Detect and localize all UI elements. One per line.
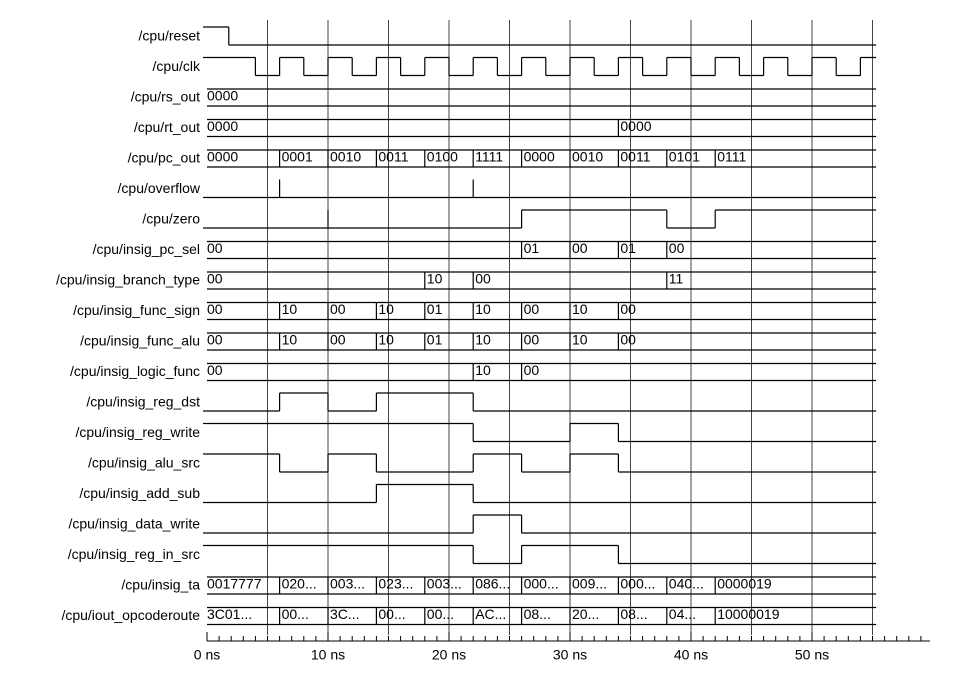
bus-value: 08... — [524, 606, 551, 622]
bus-value: 009... — [572, 576, 607, 592]
bus-value: 0000 — [207, 88, 238, 104]
bus-value: 00 — [207, 240, 223, 256]
bus-value: 01 — [620, 240, 636, 256]
bus-value: 00 — [524, 362, 540, 378]
bus-value: 10 — [475, 301, 491, 317]
bus-value: 00 — [475, 271, 491, 287]
time-tick-label: 50 ns — [795, 647, 829, 663]
bus-value: 00 — [620, 332, 636, 348]
bus-value: 1111 — [475, 149, 503, 165]
bus-value: 020... — [282, 576, 317, 592]
bus-value: AC... — [475, 606, 506, 622]
bus-value: 000... — [524, 576, 559, 592]
signal-name: /cpu/iout_opcoderoute — [61, 607, 200, 623]
signal-name: /cpu/zero — [142, 211, 200, 227]
bus-value: 00... — [282, 606, 309, 622]
time-tick-label: 30 ns — [553, 647, 587, 663]
bus-value: 003... — [427, 576, 462, 592]
signal-name: /cpu/reset — [139, 28, 201, 44]
bus-value: 00 — [524, 332, 540, 348]
time-tick-label: 10 ns — [311, 647, 345, 663]
signal-name: /cpu/insig_reg_write — [75, 424, 200, 440]
bus-value: 00 — [572, 240, 588, 256]
bus-value: 00... — [378, 606, 405, 622]
bus-value: 00 — [207, 332, 223, 348]
bus-value: 00 — [524, 301, 540, 317]
signal-name: /cpu/insig_logic_func — [70, 363, 200, 379]
bus-value: 086... — [475, 576, 510, 592]
signal-name: /cpu/rt_out — [134, 119, 200, 135]
time-tick-label: 20 ns — [432, 647, 466, 663]
bus-value: 01 — [427, 301, 443, 317]
bus-value: 10 — [572, 332, 588, 348]
bus-value: 10 — [572, 301, 588, 317]
signal-name: /cpu/insig_func_alu — [80, 333, 200, 349]
bus-value: 00 — [330, 301, 346, 317]
bus-value: 023... — [378, 576, 413, 592]
signal-name: /cpu/insig_func_sign — [73, 302, 200, 318]
bus-value: 0011 — [620, 149, 650, 165]
bus-value: 0017777 — [207, 576, 262, 592]
time-tick-label: 0 ns — [194, 647, 220, 663]
bus-value: 000... — [620, 576, 655, 592]
bus-value: 10000019 — [717, 606, 780, 622]
bus-value: 0001 — [282, 149, 313, 165]
bus-value: 11 — [669, 271, 684, 287]
bus-value: 3C... — [330, 606, 360, 622]
bus-value: 10 — [427, 271, 443, 287]
bus-value: 10 — [378, 332, 394, 348]
bus-value: 04... — [669, 606, 696, 622]
signal-name: /cpu/rs_out — [131, 89, 200, 105]
signal-name: /cpu/insig_pc_sel — [93, 241, 200, 257]
bus-value: 0011 — [378, 149, 408, 165]
bus-value: 10 — [475, 332, 491, 348]
signal-name: /cpu/insig_alu_src — [88, 455, 200, 471]
bus-value: 10 — [378, 301, 394, 317]
bus-value: 00 — [620, 301, 636, 317]
bus-value: 0111 — [717, 149, 746, 165]
bus-value: 00... — [427, 606, 454, 622]
bus-value: 040... — [669, 576, 704, 592]
signal-name: /cpu/insig_data_write — [68, 516, 200, 532]
signal-name: /cpu/insig_add_sub — [79, 485, 200, 501]
signal-name: /cpu/insig_ta — [121, 577, 200, 593]
bus-value: 0000 — [620, 118, 651, 134]
time-tick-label: 40 ns — [674, 647, 708, 663]
bus-value: 00 — [207, 271, 223, 287]
bus-value: 0000 — [207, 149, 238, 165]
bus-value: 00 — [330, 332, 346, 348]
signal-name: /cpu/insig_reg_dst — [86, 394, 200, 410]
bus-value: 0100 — [427, 149, 458, 165]
bus-value: 0010 — [330, 149, 361, 165]
bus-value: 003... — [330, 576, 365, 592]
bus-value: 10 — [282, 301, 298, 317]
signal-name: /cpu/pc_out — [128, 150, 200, 166]
bus-value: 00 — [207, 301, 223, 317]
bus-value: 0000 — [524, 149, 555, 165]
signal-name: /cpu/clk — [153, 58, 201, 74]
bus-value: 10 — [475, 362, 491, 378]
bus-value: 3C01... — [207, 606, 252, 622]
bus-value: 0000 — [207, 118, 238, 134]
bus-value: 10 — [282, 332, 298, 348]
bus-value: 08... — [620, 606, 647, 622]
bus-value: 0101 — [669, 149, 700, 165]
bus-value: 0000019 — [717, 576, 772, 592]
bus-value: 00 — [669, 240, 685, 256]
signal-name: /cpu/overflow — [118, 180, 201, 196]
bus-value: 20... — [572, 606, 599, 622]
bus-value: 0010 — [572, 149, 603, 165]
bus-value: 01 — [427, 332, 443, 348]
signal-name: /cpu/insig_reg_in_src — [68, 546, 200, 562]
signal-name: /cpu/insig_branch_type — [56, 272, 200, 288]
bus-value: 01 — [524, 240, 540, 256]
bus-value: 00 — [207, 362, 223, 378]
